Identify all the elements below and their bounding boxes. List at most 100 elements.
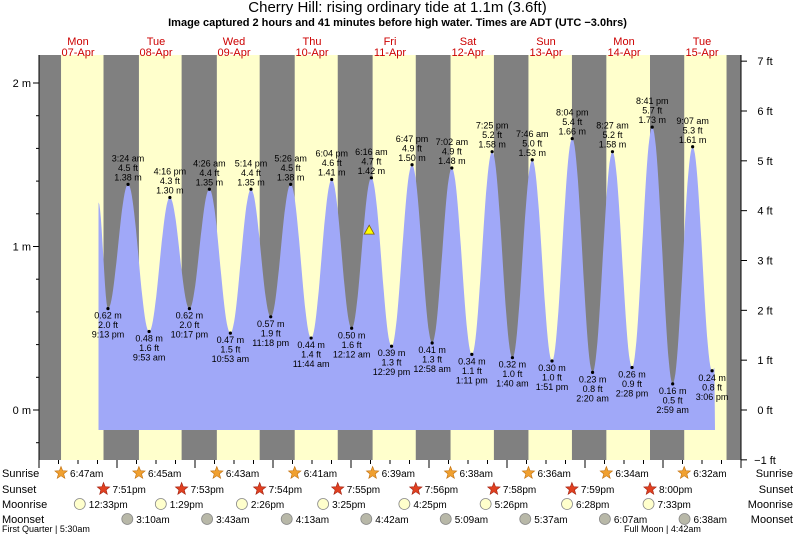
- sunrise-time: 6:34am: [615, 469, 648, 480]
- sunrise-star-icon: [287, 465, 302, 479]
- sunrise-time: 6:38am: [460, 469, 493, 480]
- tide-extreme-text: 1.50 m: [398, 153, 426, 163]
- tide-extreme-text: 5.2 ft: [602, 130, 623, 140]
- tide-extreme-text: 8:27 am: [596, 121, 629, 131]
- tide-extreme-text: 5.4 ft: [562, 117, 583, 127]
- high-tide-label: 6:04 pm4.6 ft1.41 m: [315, 148, 348, 182]
- day-name: Fri: [384, 36, 397, 48]
- tide-extreme-text: 2.0 ft: [98, 320, 119, 330]
- tide-extreme-point: [228, 331, 232, 335]
- sunset-time: 7:58pm: [503, 485, 536, 496]
- moonset-moon-icon: [598, 513, 611, 525]
- tide-extreme-text: 4.9 ft: [402, 143, 423, 153]
- sunrise-time: 6:47am: [70, 469, 103, 480]
- tide-extreme-text: 5:26 am: [274, 153, 307, 163]
- tide-extreme-text: 0.16 m: [659, 386, 687, 396]
- tide-extreme-point: [430, 341, 434, 345]
- tide-extreme-point: [590, 370, 595, 374]
- y-tick-label-m: 1 m: [13, 242, 31, 254]
- moonset-time: 6:38am: [694, 515, 727, 526]
- tide-extreme-point: [710, 369, 714, 373]
- sunset-star-icon: [174, 481, 189, 495]
- tide-extreme-text: 4:16 pm: [154, 166, 187, 176]
- day-date: 10-Apr: [295, 47, 328, 59]
- tide-extreme-text: 2.0 ft: [179, 320, 200, 330]
- moonrise-time: 2:26pm: [251, 500, 284, 511]
- tide-extreme-text: 7:02 am: [436, 137, 469, 147]
- tide-extreme-text: 0.62 m: [176, 311, 204, 321]
- moonset-row-label-left: Moonset: [2, 514, 44, 526]
- tide-extreme-point: [168, 195, 172, 200]
- tide-extreme-text: 0.50 m: [338, 330, 366, 340]
- tide-extreme-point: [350, 326, 354, 330]
- tide-extreme-text: 4:26 am: [193, 158, 226, 168]
- tide-extreme-point: [106, 307, 110, 311]
- day-date: 12-Apr: [451, 47, 484, 59]
- tide-extreme-text: 9:07 am: [676, 116, 709, 126]
- tide-extreme-text: 1.4 ft: [301, 350, 322, 360]
- sunset-star-icon: [565, 481, 579, 495]
- tide-extreme-text: 1.35 m: [237, 177, 265, 187]
- chart-title: Cherry Hill: rising ordinary tide at 1.1…: [248, 0, 547, 16]
- tide-extreme-point: [691, 145, 695, 149]
- sunrise-time: 6:39am: [382, 469, 415, 480]
- day-date: 08-Apr: [139, 47, 172, 59]
- tide-extreme-text: 1.61 m: [679, 135, 707, 145]
- tide-extreme-point: [610, 150, 615, 154]
- current-tide-marker: [363, 224, 375, 235]
- sunset-star-icon: [486, 481, 501, 495]
- tide-extreme-point: [671, 382, 675, 386]
- tide-extreme-text: 9:53 am: [133, 353, 166, 363]
- tide-extreme-text: 1:51 pm: [536, 382, 569, 392]
- sunset-time: 7:55pm: [347, 485, 380, 496]
- moonrise-moon-icon: [73, 498, 86, 510]
- tide-extreme-text: 1.38 m: [277, 172, 305, 182]
- sunrise-row-label-left: Sunrise: [2, 468, 39, 480]
- tide-extreme-text: 6:04 pm: [315, 148, 348, 158]
- tide-extreme-text: 1.6 ft: [342, 340, 363, 350]
- moonset-moon-icon: [121, 513, 134, 525]
- moonrise-moon-icon: [479, 498, 492, 510]
- high-tide-label: 7:25 pm5.2 ft1.58 m: [476, 121, 508, 154]
- moonrise-time: 7:33pm: [658, 500, 691, 511]
- tide-extreme-text: 1.58 m: [478, 140, 506, 150]
- low-tide-label: 0.34 m1.1 ft1:11 pm: [456, 352, 488, 385]
- high-tide-label: 8:04 pm5.4 ft1.66 m: [556, 108, 588, 141]
- tide-extreme-text: 3:06 pm: [696, 392, 729, 402]
- tide-extreme-text: 0.47 m: [217, 335, 245, 345]
- moonrise-moon-icon: [642, 498, 655, 510]
- day-name: Tue: [147, 36, 166, 48]
- moonset-moon-icon: [519, 513, 532, 525]
- daylight-band: [61, 55, 104, 460]
- sunset-time: 7:56pm: [425, 485, 458, 496]
- tide-extreme-text: 1.58 m: [599, 140, 627, 150]
- sunrise-row-label-right: Sunrise: [756, 468, 793, 480]
- low-tide-label: 0.30 m1.0 ft1:51 pm: [536, 359, 569, 392]
- moonrise-time: 6:28pm: [576, 500, 609, 511]
- moonrise-moon-icon: [317, 498, 330, 510]
- tide-extreme-point: [289, 182, 293, 186]
- tide-extreme-text: 0.32 m: [499, 360, 527, 370]
- tide-extreme-text: 0.44 m: [297, 340, 325, 350]
- tide-extreme-text: 1:11 pm: [456, 375, 488, 385]
- tide-extreme-text: 6:47 pm: [396, 134, 429, 144]
- tide-extreme-text: 0.41 m: [418, 345, 446, 355]
- moonrise-time: 12:33pm: [89, 500, 128, 511]
- tide-extreme-point: [207, 187, 211, 191]
- tide-extreme-text: 0.30 m: [538, 363, 566, 373]
- tide-extreme-text: 12:29 pm: [373, 367, 411, 377]
- sunrise-star-icon: [521, 465, 536, 479]
- sunrise-star-icon: [677, 465, 692, 479]
- tide-extreme-text: 1.1 ft: [462, 366, 483, 376]
- sunrise-star-icon: [599, 465, 614, 479]
- tide-extreme-text: 4.5 ft: [118, 163, 139, 173]
- moonset-time: 4:13am: [296, 515, 329, 526]
- tide-extreme-text: 1.66 m: [558, 127, 586, 137]
- tide-extreme-text: 4.9 ft: [442, 147, 463, 157]
- tide-extreme-point: [510, 356, 515, 360]
- tide-extreme-text: 8:41 pm: [636, 96, 669, 106]
- tide-extreme-text: 5.2 ft: [482, 130, 503, 140]
- moonrise-moon-icon: [154, 498, 167, 510]
